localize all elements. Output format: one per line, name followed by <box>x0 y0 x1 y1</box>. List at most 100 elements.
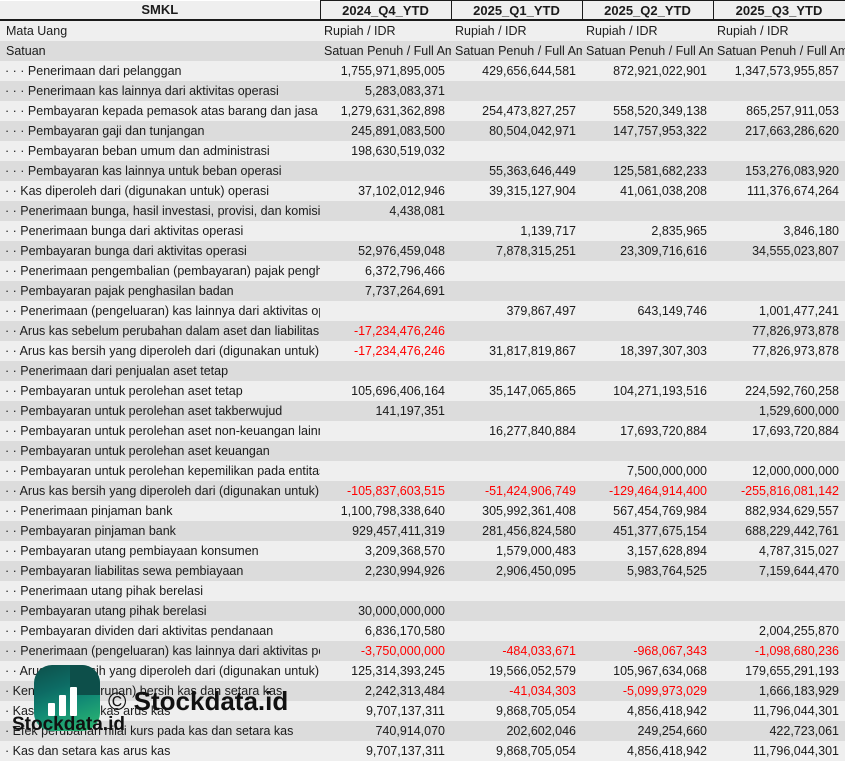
table-row[interactable]: · · · Pembayaran kas lainnya untuk beban… <box>0 161 845 181</box>
value-cell[interactable]: 1,139,717 <box>451 221 582 241</box>
value-cell[interactable] <box>320 441 451 461</box>
value-cell[interactable]: -17,234,476,246 <box>320 321 451 341</box>
table-row[interactable]: · · Penerimaan (pengeluaran) kas lainnya… <box>0 301 845 321</box>
table-row[interactable]: · · Penerimaan bunga, hasil investasi, p… <box>0 201 845 221</box>
value-cell[interactable]: 929,457,411,319 <box>320 521 451 541</box>
row-label-cell[interactable]: · · Penerimaan (pengeluaran) kas lainnya… <box>0 641 320 661</box>
table-row[interactable]: · · Pembayaran untuk perolehan aset takb… <box>0 401 845 421</box>
table-row[interactable]: · · Pembayaran untuk perolehan kepemilik… <box>0 461 845 481</box>
table-row[interactable]: · · Pembayaran pinjaman bank 929,457,411,… <box>0 521 845 541</box>
row-label-cell[interactable]: · · · Penerimaan kas lainnya dari aktivi… <box>0 81 320 101</box>
table-row[interactable]: · · Penerimaan (pengeluaran) kas lainnya… <box>0 641 845 661</box>
value-cell[interactable]: 2,230,994,926 <box>320 561 451 581</box>
value-cell[interactable]: 1,529,600,000 <box>713 401 845 421</box>
table-row[interactable]: · Efek perubahan nilai kurs pada kas dan… <box>0 721 845 741</box>
row-label-cell[interactable]: · · · Pembayaran beban umum dan administ… <box>0 141 320 161</box>
table-row[interactable]: · · Pembayaran utang pembiayaan konsumen… <box>0 541 845 561</box>
row-label-cell[interactable]: · · Penerimaan pengembalian (pembayaran)… <box>0 261 320 281</box>
row-label-cell[interactable]: · · Pembayaran pajak penghasilan badan <box>0 281 320 301</box>
value-cell[interactable]: -41,034,303 <box>451 681 582 701</box>
row-label-cell[interactable]: · · Pembayaran untuk perolehan kepemilik… <box>0 461 320 481</box>
table-row[interactable]: · · Penerimaan utang pihak berelasi <box>0 581 845 601</box>
value-cell[interactable]: 35,147,065,865 <box>451 381 582 401</box>
row-label-cell[interactable]: · · Pembayaran utang pembiayaan konsumen <box>0 541 320 561</box>
value-cell[interactable]: 872,921,022,901 <box>582 61 713 81</box>
value-cell[interactable] <box>582 621 713 641</box>
table-row[interactable]: · · · Pembayaran gaji dan tunjangan 245,8… <box>0 121 845 141</box>
value-cell[interactable]: 2,242,313,484 <box>320 681 451 701</box>
table-row[interactable]: · · Pembayaran dividen dari aktivitas pe… <box>0 621 845 641</box>
row-label-cell[interactable]: · · Penerimaan dari penjualan aset tetap <box>0 361 320 381</box>
value-cell[interactable]: -105,837,603,515 <box>320 481 451 501</box>
row-label-cell[interactable]: · · · Penerimaan dari pelanggan <box>0 61 320 81</box>
value-cell[interactable]: -129,464,914,400 <box>582 481 713 501</box>
value-cell[interactable]: 7,878,315,251 <box>451 241 582 261</box>
table-row[interactable]: · · Penerimaan dari penjualan aset tetap <box>0 361 845 381</box>
table-row[interactable]: · · Pembayaran liabilitas sewa pembiayaa… <box>0 561 845 581</box>
value-cell[interactable]: 104,271,193,516 <box>582 381 713 401</box>
value-cell[interactable]: 147,757,953,322 <box>582 121 713 141</box>
value-cell[interactable]: 1,001,477,241 <box>713 301 845 321</box>
row-label-cell[interactable]: · · · Pembayaran kepada pemasok atas bar… <box>0 101 320 121</box>
value-cell[interactable]: 379,867,497 <box>451 301 582 321</box>
value-cell[interactable]: 125,314,393,245 <box>320 661 451 681</box>
value-cell[interactable] <box>713 141 845 161</box>
value-cell[interactable]: 37,102,012,946 <box>320 181 451 201</box>
value-cell[interactable]: 1,755,971,895,005 <box>320 61 451 81</box>
value-cell[interactable]: 7,159,644,470 <box>713 561 845 581</box>
row-label-cell[interactable]: · · Pembayaran untuk perolehan aset takb… <box>0 401 320 421</box>
value-cell[interactable]: 6,836,170,580 <box>320 621 451 641</box>
table-row[interactable]: · · Penerimaan pengembalian (pembayaran)… <box>0 261 845 281</box>
value-cell[interactable] <box>451 601 582 621</box>
row-label-cell[interactable]: · · Pembayaran bunga dari aktivitas oper… <box>0 241 320 261</box>
value-cell[interactable]: 9,707,137,311 <box>320 741 451 761</box>
table-row[interactable]: · · · Pembayaran kepada pemasok atas bar… <box>0 101 845 121</box>
value-cell[interactable]: 558,520,349,138 <box>582 101 713 121</box>
table-row[interactable]: · · Pembayaran untuk perolehan aset non-… <box>0 421 845 441</box>
value-cell[interactable] <box>451 441 582 461</box>
value-cell[interactable] <box>451 261 582 281</box>
value-cell[interactable]: 5,283,083,371 <box>320 81 451 101</box>
value-cell[interactable] <box>582 401 713 421</box>
value-cell[interactable] <box>713 81 845 101</box>
value-cell[interactable]: 245,891,083,500 <box>320 121 451 141</box>
value-cell[interactable]: 39,315,127,904 <box>451 181 582 201</box>
value-cell[interactable]: 882,934,629,557 <box>713 501 845 521</box>
row-label-cell[interactable]: · · Pembayaran untuk perolehan aset non-… <box>0 421 320 441</box>
value-cell[interactable] <box>320 161 451 181</box>
value-cell[interactable]: 305,992,361,408 <box>451 501 582 521</box>
value-cell[interactable]: 254,473,827,257 <box>451 101 582 121</box>
value-cell[interactable]: 4,856,418,942 <box>582 741 713 761</box>
row-label-cell[interactable]: · · Arus kas bersih yang diperoleh dari … <box>0 341 320 361</box>
value-cell[interactable]: 18,397,307,303 <box>582 341 713 361</box>
value-cell[interactable]: -17,234,476,246 <box>320 341 451 361</box>
column-header-period-0[interactable]: 2024_Q4_YTD <box>319 0 452 21</box>
value-cell[interactable]: 7,737,264,691 <box>320 281 451 301</box>
column-header-period-2[interactable]: 2025_Q2_YTD <box>581 0 714 21</box>
value-cell[interactable] <box>713 441 845 461</box>
value-cell[interactable]: 6,372,796,466 <box>320 261 451 281</box>
value-cell[interactable] <box>451 621 582 641</box>
value-cell[interactable]: -5,099,973,029 <box>582 681 713 701</box>
value-cell[interactable]: 1,666,183,929 <box>713 681 845 701</box>
value-cell[interactable]: 429,656,644,581 <box>451 61 582 81</box>
row-label-cell[interactable]: · · Penerimaan pinjaman bank <box>0 501 320 521</box>
value-cell[interactable]: 4,438,081 <box>320 201 451 221</box>
value-cell[interactable]: 31,817,819,867 <box>451 341 582 361</box>
value-cell[interactable]: -51,424,906,749 <box>451 481 582 501</box>
value-cell[interactable]: -484,033,671 <box>451 641 582 661</box>
row-label-cell[interactable]: · · · Pembayaran kas lainnya untuk beban… <box>0 161 320 181</box>
value-cell[interactable]: 3,157,628,894 <box>582 541 713 561</box>
value-cell[interactable] <box>320 581 451 601</box>
table-row[interactable]: · · Arus kas bersih yang diperoleh dari … <box>0 661 845 681</box>
value-cell[interactable]: 11,796,044,301 <box>713 741 845 761</box>
value-cell[interactable] <box>713 261 845 281</box>
value-cell[interactable]: -3,750,000,000 <box>320 641 451 661</box>
value-cell[interactable] <box>713 201 845 221</box>
value-cell[interactable]: 2,004,255,870 <box>713 621 845 641</box>
table-row[interactable]: · · Pembayaran pajak penghasilan badan 7,… <box>0 281 845 301</box>
value-cell[interactable] <box>320 361 451 381</box>
value-cell[interactable]: 202,602,046 <box>451 721 582 741</box>
value-cell[interactable] <box>451 141 582 161</box>
value-cell[interactable]: 30,000,000,000 <box>320 601 451 621</box>
